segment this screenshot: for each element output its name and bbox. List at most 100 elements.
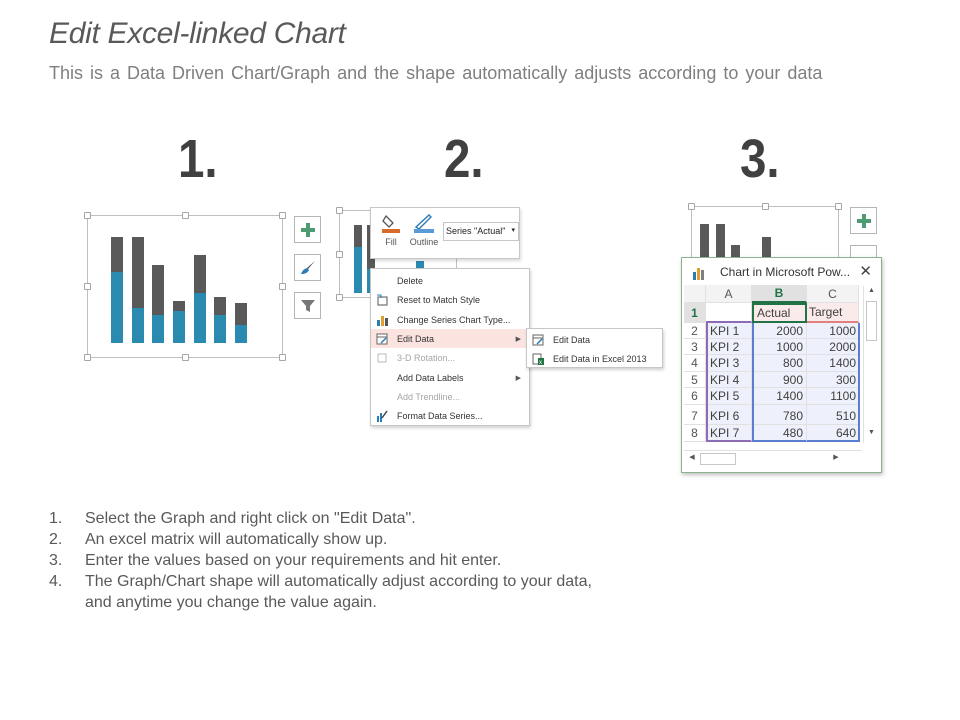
bar-kpi4[interactable] — [173, 301, 185, 343]
edit-data-submenu: Edit Data x Edit Data in Excel 2013 — [526, 328, 663, 368]
table-row: 7 KPI 6 780 510 — [684, 405, 859, 425]
resize-handle[interactable] — [84, 283, 91, 290]
table-row: 8 KPI 7 480 640 — [684, 425, 859, 442]
rotation-icon — [377, 353, 387, 362]
scroll-left-arrow-icon[interactable]: ◀ — [689, 454, 695, 461]
paint-bucket-icon — [382, 214, 400, 233]
page-subtitle: This is a Data Driven Chart/Graph and th… — [49, 63, 823, 83]
table-row: 1 Actual Target — [684, 303, 859, 323]
excel-icon: x — [532, 353, 544, 365]
pen-outline-icon — [414, 214, 434, 233]
values-range-outline — [858, 323, 860, 442]
chart-app-icon — [693, 268, 704, 280]
scroll-right-arrow-icon[interactable]: ▶ — [833, 454, 839, 461]
edit-data-icon — [376, 333, 388, 344]
scroll-down-arrow-icon[interactable]: ▼ — [868, 429, 875, 436]
dropdown-arrow-icon: ▾ — [511, 227, 515, 234]
bar-kpi2[interactable] — [132, 237, 144, 343]
fill-button[interactable]: Fill — [377, 212, 405, 256]
page-title: Edit Excel-linked Chart — [49, 17, 346, 50]
instruction-item: 2. An excel matrix will automatically sho… — [49, 531, 388, 548]
paintbrush-icon — [300, 260, 315, 274]
select-all-corner[interactable] — [684, 285, 706, 303]
step-number-2: 2. — [444, 129, 484, 189]
resize-handle[interactable] — [279, 354, 286, 361]
format-series-icon — [377, 410, 388, 422]
excel-data-window: Chart in Microsoft Pow... ✕ A B C 1 Actu… — [681, 257, 882, 473]
outline-button[interactable]: Outline — [407, 212, 441, 256]
bar-kpi6[interactable] — [214, 297, 226, 343]
resize-handle[interactable] — [182, 212, 189, 219]
bar-kpi3[interactable] — [152, 265, 164, 343]
resize-handle[interactable] — [84, 212, 91, 219]
table-row: 3 KPI 2 1000 2000 — [684, 339, 859, 355]
cell-b1[interactable]: Actual — [752, 303, 807, 323]
chart-1[interactable] — [84, 212, 286, 361]
svg-text:x: x — [539, 360, 542, 365]
resize-handle[interactable] — [835, 203, 842, 210]
plus-icon — [856, 213, 871, 228]
edit-data-icon — [532, 334, 544, 345]
filter-icon — [300, 299, 315, 312]
resize-handle[interactable] — [182, 354, 189, 361]
resize-handle[interactable] — [84, 354, 91, 361]
resize-handle[interactable] — [336, 251, 343, 258]
column-header-c[interactable]: C — [807, 285, 859, 303]
menu-item-add-data-labels[interactable]: Add Data Labels ▶ — [397, 372, 521, 383]
scroll-thumb[interactable] — [866, 301, 877, 341]
column-header-b[interactable]: B — [752, 285, 807, 303]
instruction-item-continued: and anytime you change the value again. — [85, 594, 377, 611]
instruction-item: 1. Select the Graph and right click on "E… — [49, 510, 416, 527]
values-range-outline — [752, 323, 754, 442]
resize-handle[interactable] — [279, 283, 286, 290]
chart-3[interactable] — [688, 203, 842, 269]
column-header-a[interactable]: A — [706, 285, 752, 303]
submenu-arrow-icon: ▶ — [515, 374, 521, 382]
mini-format-toolbar: Fill Outline Series "Actual" ▾ — [370, 207, 520, 259]
resize-handle[interactable] — [279, 212, 286, 219]
outline-label: Outline — [409, 237, 439, 247]
table-row: 6 KPI 5 1400 1100 — [684, 388, 859, 405]
horizontal-scrollbar[interactable]: ◀ ▶ — [684, 450, 862, 467]
table-row: 5 KPI 4 900 300 — [684, 372, 859, 388]
chart-filters-button[interactable] — [294, 292, 321, 319]
instruction-item: 3. Enter the values based on your require… — [49, 552, 502, 569]
menu-item-format-data-series[interactable]: Format Data Series... — [371, 406, 529, 425]
submenu-item-edit-data[interactable]: Edit Data — [527, 330, 662, 349]
menu-item-edit-data[interactable]: Edit Data ▶ — [371, 329, 529, 348]
series-selector[interactable]: Series "Actual" ▾ — [443, 222, 519, 241]
chart-styles-button[interactable] — [850, 245, 877, 259]
table-row: 2 KPI 1 2000 1000 — [684, 323, 859, 339]
chart-styles-button[interactable] — [294, 254, 321, 281]
resize-handle[interactable] — [336, 207, 343, 214]
resize-handle[interactable] — [688, 203, 695, 210]
fill-label: Fill — [385, 237, 397, 247]
plus-icon — [300, 222, 315, 237]
menu-item-3d-rotation[interactable]: 3-D Rotation... — [371, 348, 529, 367]
chart-type-icon — [377, 315, 388, 326]
chart-elements-button[interactable] — [850, 207, 877, 234]
context-menu: Delete Reset to Match Style Change Serie… — [370, 268, 530, 426]
excel-window-title: Chart in Microsoft Pow... — [720, 265, 851, 279]
bar-kpi5[interactable] — [194, 255, 206, 343]
resize-handle[interactable] — [336, 294, 343, 301]
close-icon[interactable]: ✕ — [859, 263, 872, 280]
table-row: 4 KPI 3 800 1400 — [684, 355, 859, 372]
excel-titlebar[interactable]: Chart in Microsoft Pow... ✕ — [682, 258, 881, 285]
chart-elements-button[interactable] — [294, 216, 321, 243]
menu-item-add-trendline[interactable]: Add Trendline... — [397, 391, 461, 402]
submenu-item-edit-in-excel[interactable]: x Edit Data in Excel 2013 — [527, 349, 662, 368]
submenu-arrow-icon: ▶ — [515, 335, 521, 343]
instructions-list: 1. Select the Graph and right click on "E… — [49, 508, 592, 613]
menu-item-reset-style[interactable]: Reset to Match Style — [371, 290, 529, 309]
menu-item-change-chart-type[interactable]: Change Series Chart Type... — [371, 310, 529, 329]
vertical-scrollbar[interactable]: ▲ ▼ — [863, 286, 879, 443]
scroll-thumb[interactable] — [700, 453, 736, 465]
bar-kpi7[interactable] — [235, 303, 247, 343]
bar-kpi1[interactable] — [111, 237, 123, 343]
resize-handle[interactable] — [762, 203, 769, 210]
scroll-up-arrow-icon[interactable]: ▲ — [868, 287, 875, 294]
instruction-item: 4. The Graph/Chart shape will automatical… — [49, 573, 592, 590]
step-number-3: 3. — [740, 129, 780, 189]
menu-item-delete[interactable]: Delete — [397, 275, 424, 286]
